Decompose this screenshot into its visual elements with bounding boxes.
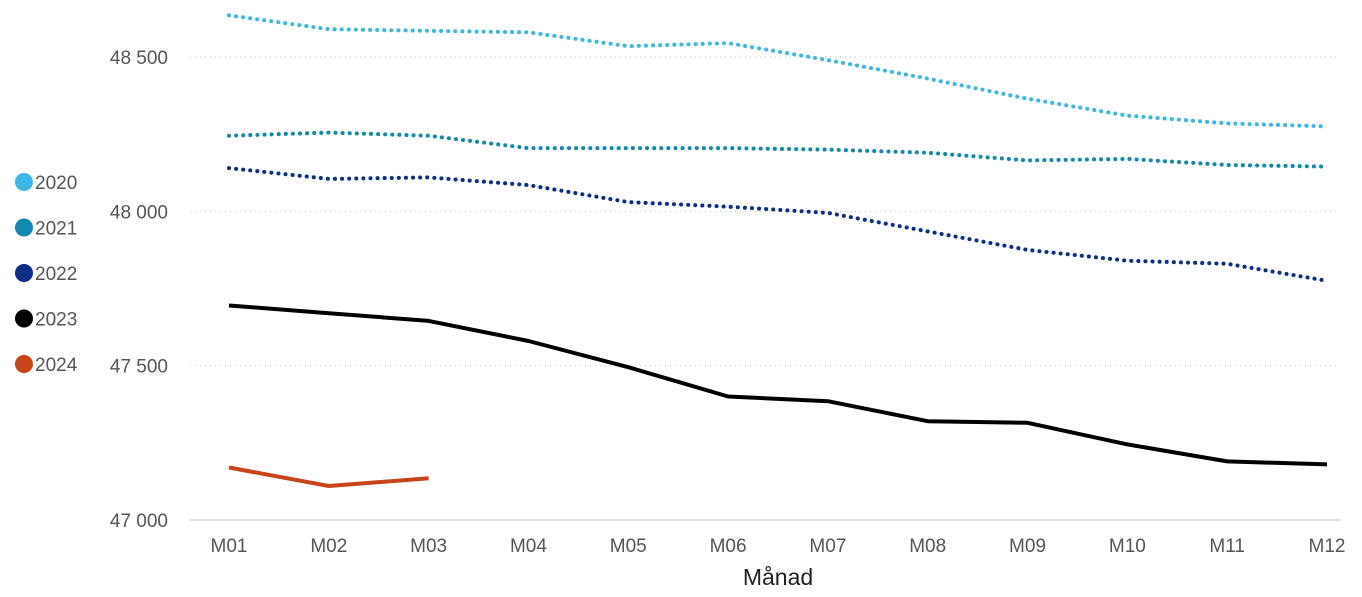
legend-item-2021[interactable]: 2021: [15, 218, 77, 240]
x-tick-label: M02: [310, 536, 347, 557]
series-line-2022: [227, 166, 1329, 283]
x-tick-label: M06: [710, 536, 747, 557]
x-tick-label: M11: [1209, 536, 1245, 557]
gridlines: [190, 56, 1340, 521]
series-line-2024: [228, 465, 429, 488]
legend-label: 2024: [35, 355, 78, 376]
x-tick-label: M05: [610, 536, 647, 557]
legend-label: 2021: [35, 219, 77, 240]
legend-marker-icon: [15, 264, 33, 282]
x-tick-label: M10: [1109, 536, 1146, 557]
legend-marker-icon: [15, 218, 33, 237]
legend-marker-icon: [15, 309, 33, 328]
legend-label: 2020: [35, 173, 77, 194]
legend-label: 2023: [35, 310, 77, 331]
x-axis-title: Månad: [743, 564, 813, 590]
y-tick-label: 48 500: [110, 48, 168, 69]
legend-item-2022[interactable]: 2022: [15, 264, 77, 285]
x-tick-label: M03: [410, 536, 447, 557]
x-tick-label: M12: [1309, 536, 1346, 557]
series-line-2021: [227, 130, 1329, 169]
series-line-2023: [228, 303, 1328, 467]
legend-item-2023[interactable]: 2023: [15, 309, 77, 331]
legend-marker-icon: [15, 355, 33, 373]
x-tick-label: M09: [1009, 536, 1046, 557]
x-tick-label: M08: [909, 536, 946, 557]
legend-label: 2022: [35, 264, 77, 285]
y-tick-label: 47 000: [110, 511, 168, 532]
x-tick-label: M01: [211, 536, 248, 557]
legend-item-2020[interactable]: 2020: [15, 173, 77, 194]
series-line-2020: [227, 13, 1329, 129]
x-axis: M01 M02 M03 M04 M05 M06 M07 M08 M09 M10 M11 M12: [211, 536, 1346, 557]
x-tick-label: M04: [510, 536, 547, 557]
y-tick-label: 48 000: [110, 202, 168, 223]
legend-marker-icon: [15, 173, 33, 191]
y-tick-label: 47 500: [110, 357, 168, 378]
x-tick-label: M07: [809, 536, 846, 557]
y-axis: 47 000 47 500 48 000 48 500: [110, 48, 168, 532]
legend: 2020 2021 2022 2023 2024: [15, 173, 78, 376]
series-lines: [227, 13, 1329, 488]
legend-item-2024[interactable]: 2024: [15, 355, 78, 376]
